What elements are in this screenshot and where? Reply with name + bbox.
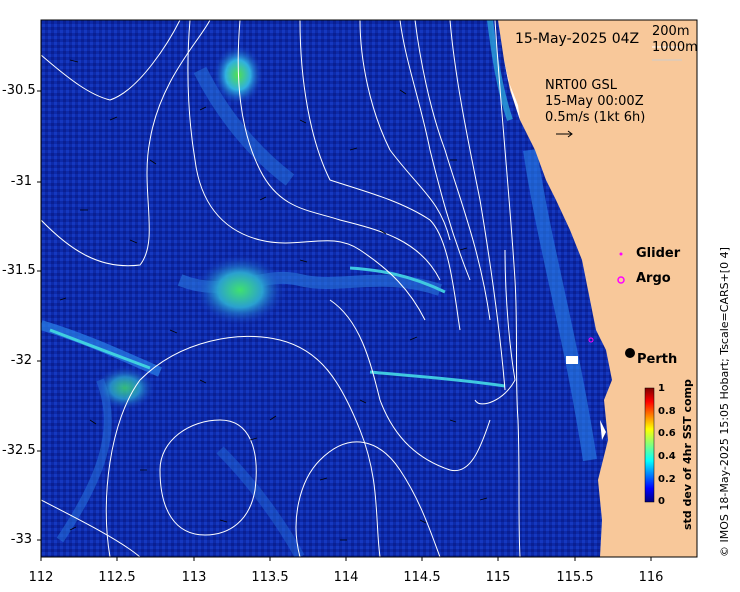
y-tick-label: -32.5 <box>2 443 36 458</box>
credit-text: © IMOS 18-May-2025 15:05 Hobart; Tscale=… <box>718 247 731 557</box>
y-tick-label: -32 <box>10 353 32 368</box>
x-tick-label: 114 <box>333 570 359 585</box>
glider-legend-marker <box>619 252 623 256</box>
current-scale-label: 0.5m/s (1kt 6h) <box>545 110 646 125</box>
axis-ticks <box>37 90 652 561</box>
current-vectors <box>59 59 488 541</box>
perth-label: Perth <box>637 352 678 367</box>
x-tick-label: 115.5 <box>556 570 594 585</box>
argo-legend-marker <box>617 276 625 284</box>
x-tick-label: 115 <box>485 570 511 585</box>
colorbar-tick: 0.2 <box>658 474 676 485</box>
x-tick-label: 116 <box>638 570 664 585</box>
x-tick-label: 114.5 <box>403 570 441 585</box>
colorbar-tick: 0.8 <box>658 406 676 417</box>
y-tick-label: -30.5 <box>2 83 36 98</box>
colorbar-tick: 1 <box>658 383 665 394</box>
colorbar-tick: 0 <box>658 496 665 507</box>
bathymetry-contours <box>41 20 521 557</box>
y-tick-label: -33 <box>10 532 32 547</box>
x-tick-label: 112 <box>28 570 54 585</box>
y-tick-label: -31.5 <box>2 263 36 278</box>
y-tick-label: -31 <box>10 174 32 189</box>
timestamp-label: 15-May-2025 04Z <box>515 31 640 47</box>
depth-1000m-label: 1000m <box>652 40 698 55</box>
current-time-label: 15-May 00:00Z <box>545 94 644 109</box>
current-product-label: NRT00 GSL <box>545 78 617 93</box>
sst-field <box>41 20 697 557</box>
plot-frame <box>40 19 698 558</box>
perth-marker <box>625 348 635 358</box>
colorbar-title: std dev of 4hr SST comp <box>681 379 694 530</box>
colorbar-tick: 0.4 <box>658 451 676 462</box>
depth-200m-label: 200m <box>652 24 690 39</box>
colorbar-tick: 0.6 <box>658 428 676 439</box>
x-tick-label: 113.5 <box>251 570 289 585</box>
glider-legend-label: Glider <box>636 246 681 261</box>
x-tick-label: 113 <box>181 570 207 585</box>
colorbar <box>644 387 655 503</box>
argo-legend-label: Argo <box>636 271 671 286</box>
x-tick-label: 112.5 <box>98 570 136 585</box>
current-scale-arrow <box>556 130 573 138</box>
